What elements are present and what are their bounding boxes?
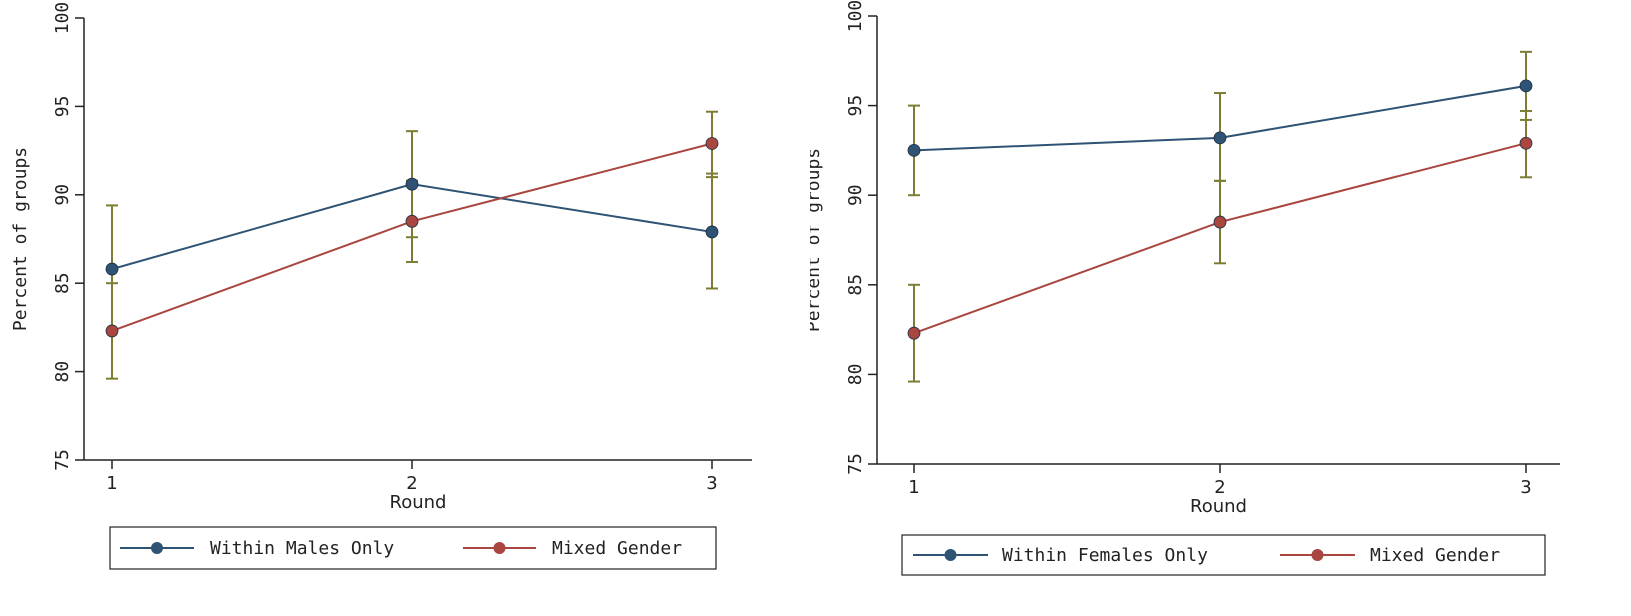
y-tick-label: 90 (845, 184, 866, 206)
y-tick-label: 75 (845, 453, 866, 475)
left-chart-panel: 75 80 85 90 95 100 1 2 3 Round Percent of groups Wi… (0, 0, 800, 616)
x-tick-label: 1 (908, 477, 919, 498)
data-point (1519, 136, 1533, 150)
data-point (907, 326, 921, 340)
y-tick-label: 95 (52, 96, 73, 118)
x-tick-label: 2 (1214, 477, 1225, 498)
y-tick-label: 100 (845, 0, 866, 32)
legend-label: Mixed Gender (1370, 545, 1500, 566)
y-tick-label: 75 (52, 449, 73, 471)
legend-marker (1311, 549, 1324, 561)
y-axis-title: Percent of groups (10, 147, 31, 331)
data-point (105, 262, 119, 276)
data-point (705, 137, 719, 150)
data-point (105, 324, 119, 338)
right-chart-panel: 75 80 85 90 95 100 1 2 3 Round Percent of groups Wi… (810, 0, 1631, 616)
left-chart: 75 80 85 90 95 100 1 2 3 Round Percent of groups Wi… (10, 2, 752, 570)
data-point (705, 225, 719, 239)
data-point (405, 177, 419, 191)
data-point (405, 214, 419, 228)
legend-label: Within Females Only (1002, 545, 1208, 566)
y-tick-label: 85 (52, 272, 73, 294)
y-tick-label: 80 (52, 361, 73, 383)
data-point (907, 143, 921, 157)
x-tick-label: 1 (106, 473, 117, 494)
y-tick-label: 95 (845, 95, 866, 117)
y-tick-label: 90 (52, 184, 73, 206)
legend-marker (493, 542, 506, 554)
y-tick-label: 100 (52, 2, 73, 35)
data-point (1519, 79, 1533, 93)
y-axis-title: Percent of groups (810, 148, 824, 332)
x-tick-label: 3 (1520, 477, 1531, 498)
legend-marker (151, 542, 163, 554)
data-point (1213, 215, 1227, 229)
data-point (1213, 131, 1227, 145)
legend-label: Within Males Only (210, 538, 394, 559)
x-tick-label: 3 (706, 473, 717, 494)
x-tick-label: 2 (406, 473, 417, 494)
legend-box (901, 534, 1546, 576)
x-axis-title: Round (1190, 496, 1247, 517)
y-tick-label: 85 (845, 274, 866, 296)
legend-label: Mixed Gender (552, 538, 682, 559)
right-chart: 75 80 85 90 95 100 1 2 3 Round Percent of groups Wi… (810, 0, 1560, 576)
legend-box (109, 526, 717, 570)
legend-marker (944, 549, 957, 561)
x-axis-title: Round (390, 492, 447, 513)
y-tick-label: 80 (845, 364, 866, 386)
